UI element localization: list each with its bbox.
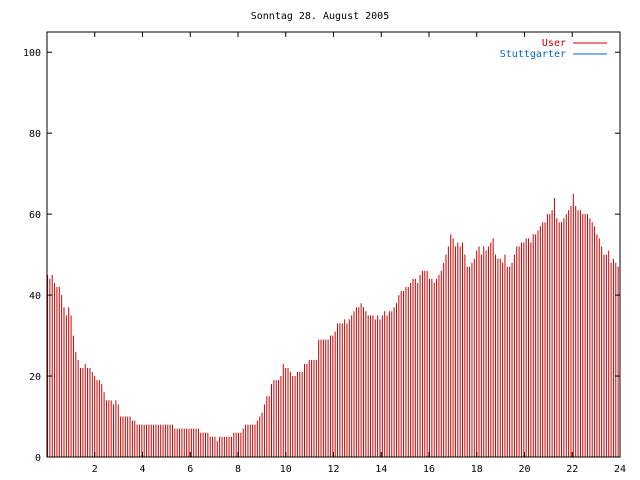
plot-area-frame [46,31,621,458]
x-tick-label: 12 [327,464,339,475]
y-tick-label: 40 [29,291,41,302]
chart-title: Sonntag 28. August 2005 [251,11,389,22]
x-tick-label: 10 [280,464,292,475]
x-tick-label: 24 [614,464,626,475]
y-tick-label: 80 [29,129,41,140]
bars-group [47,193,619,457]
legend-label: User [542,38,566,49]
x-tick-label: 20 [518,464,530,475]
x-tick-label: 14 [375,464,387,475]
x-tick-label: 2 [92,464,98,475]
y-tick-label: 100 [23,48,41,59]
x-tick-label: 4 [139,464,145,475]
x-tick-label: 22 [566,464,578,475]
x-tick-label: 8 [235,464,241,475]
x-tick-label: 18 [471,464,483,475]
x-tick-label: 16 [423,464,435,475]
legend-label: Stuttgarter [500,49,566,60]
y-tick-label: 20 [29,372,41,383]
y-tick-label: 60 [29,210,41,221]
x-tick-label: 6 [187,464,193,475]
y-tick-label: 0 [35,453,41,464]
